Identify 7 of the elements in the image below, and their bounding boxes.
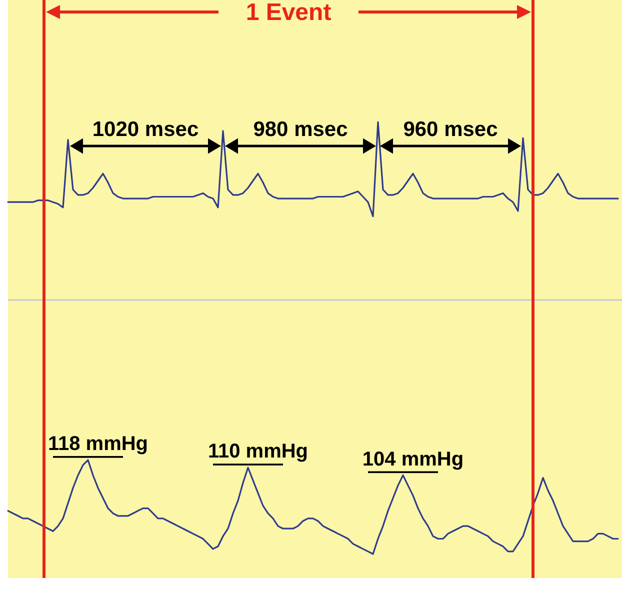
annotation: 104 mmHg <box>362 448 464 470</box>
annotation: 980 msec <box>253 118 348 141</box>
annotation: 110 mmHg <box>208 440 308 463</box>
text: 1 Event <box>246 0 332 26</box>
annotation: 1020 msec <box>92 118 199 141</box>
annotation: 960 msec <box>403 118 498 141</box>
annotation: 118 mmHg <box>48 433 148 456</box>
